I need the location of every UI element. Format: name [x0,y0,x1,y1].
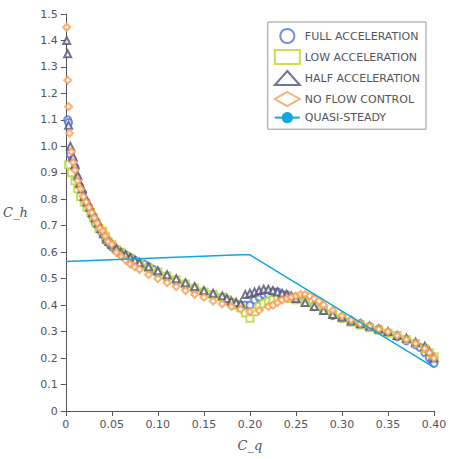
svg-text:NO FLOW CONTROL: NO FLOW CONTROL [305,93,415,106]
svg-text:0.2: 0.2 [40,352,58,365]
svg-text:0.35: 0.35 [376,418,401,431]
svg-text:0.05: 0.05 [100,418,125,431]
svg-text:0.40: 0.40 [422,418,447,431]
svg-text:0.25: 0.25 [284,418,309,431]
svg-text:0.5: 0.5 [40,272,58,285]
svg-text:0.4: 0.4 [40,299,58,312]
svg-text:0.15: 0.15 [192,418,217,431]
svg-text:1.0: 1.0 [40,140,58,153]
svg-text:0.7: 0.7 [40,219,58,232]
svg-text:LOW ACCELERATION: LOW ACCELERATION [305,51,417,64]
svg-text:0.9: 0.9 [40,166,58,179]
svg-text:0.8: 0.8 [40,193,58,206]
svg-text:0: 0 [51,405,58,418]
svg-text:0.20: 0.20 [238,418,263,431]
svg-text:0.1: 0.1 [40,378,58,391]
svg-text:HALF ACCELERATION: HALF ACCELERATION [305,72,420,85]
svg-text:1.3: 1.3 [40,60,58,73]
svg-text:0.6: 0.6 [40,246,58,259]
svg-text:0: 0 [62,418,69,431]
svg-text:0.30: 0.30 [330,418,355,431]
svg-text:C_h: C_h [3,205,28,220]
svg-text:QUASI-STEADY: QUASI-STEADY [305,111,386,124]
svg-text:1.1: 1.1 [40,113,58,126]
svg-text:1.4: 1.4 [40,34,58,47]
svg-text:0.10: 0.10 [146,418,171,431]
svg-text:C_q: C_q [238,438,263,453]
svg-text:1.2: 1.2 [40,87,58,100]
svg-text:1.5: 1.5 [40,8,58,21]
svg-text:FULL ACCELERATION: FULL ACCELERATION [305,30,419,43]
svg-text:0.3: 0.3 [40,325,58,338]
